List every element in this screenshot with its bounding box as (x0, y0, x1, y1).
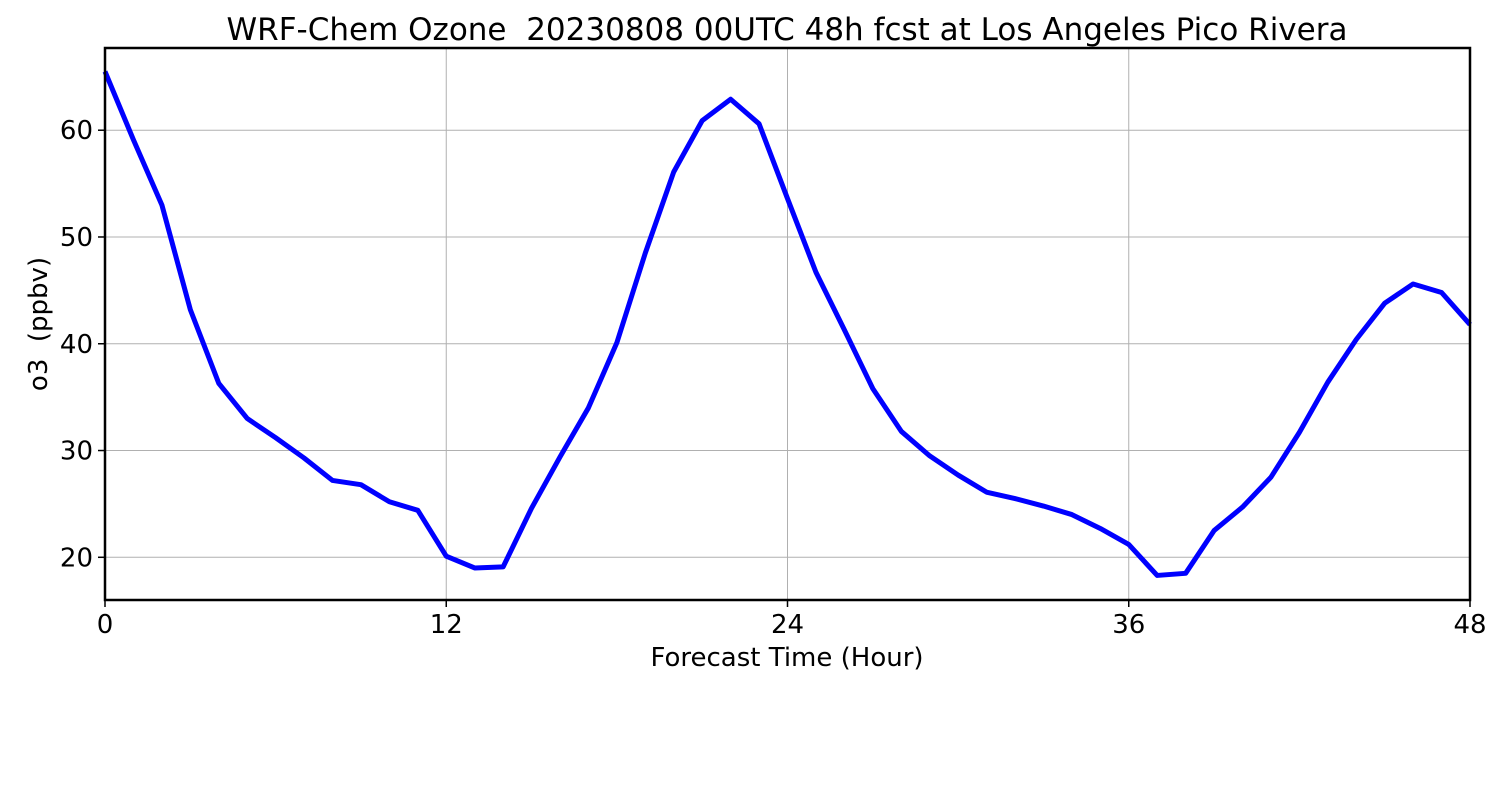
x-tick-label: 0 (97, 610, 114, 640)
y-tick-label: 50 (60, 223, 93, 253)
ozone-series-line (102, 70, 1472, 578)
y-tick-label: 20 (60, 543, 93, 573)
y-tick-label: 30 (60, 437, 93, 467)
y-tick-label: 60 (60, 116, 93, 146)
x-tick-label: 12 (430, 610, 463, 640)
tick-layer: 0 12 24 36 48 20 30 40 50 60 (60, 116, 1487, 640)
y-axis-label: o3 (ppbv) (24, 257, 54, 391)
grid-layer (104, 48, 1471, 600)
x-axis-label: Forecast Time (Hour) (650, 643, 923, 673)
x-tick-label: 48 (1453, 610, 1486, 640)
y-tick-label: 40 (60, 330, 93, 360)
x-tick-label: 24 (771, 610, 804, 640)
chart-title: WRF-Chem Ozone 20230808 00UTC 48h fcst a… (227, 12, 1348, 48)
x-tick-label: 36 (1112, 610, 1145, 640)
